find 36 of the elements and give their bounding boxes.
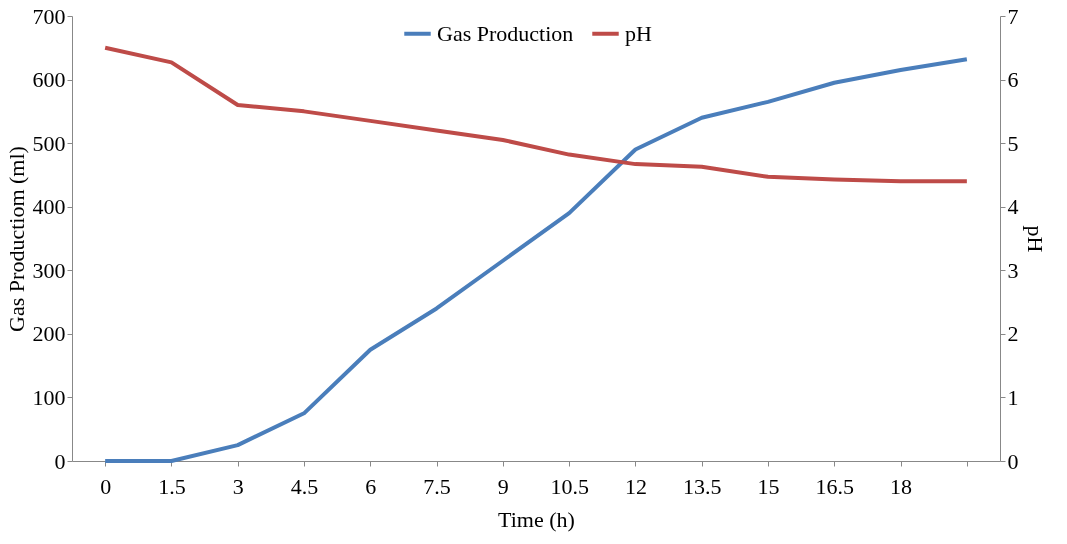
x-tick-label: 0	[100, 473, 112, 499]
x-tick-label: 16.5	[815, 473, 855, 499]
y2-tick-label: 1	[1007, 384, 1019, 410]
x-tick-label: 3	[232, 473, 244, 499]
x-tick-label: 10.5	[550, 473, 589, 499]
y-tick-label: 200	[32, 321, 66, 347]
y2-tick-label: 4	[1007, 194, 1019, 220]
x-tick-label: 13.5	[682, 473, 722, 499]
x-tick-label: 6	[365, 473, 377, 499]
x-tick-label: 18	[890, 473, 913, 499]
y2-tick-label: 5	[1007, 130, 1019, 156]
legend-label: pH	[625, 20, 652, 46]
line-series	[103, 57, 969, 463]
y-tick-label: 0	[54, 448, 66, 474]
y2-tick-label: 6	[1007, 67, 1019, 93]
y2-tick-label: 3	[1007, 257, 1019, 283]
y-tick-label: 500	[32, 130, 66, 156]
y-tick-label: 700	[32, 3, 66, 29]
y-tick-label: 100	[32, 384, 66, 410]
y-tick-label: 600	[32, 67, 66, 93]
x-tick-label: 1.5	[158, 473, 186, 499]
line-series	[103, 45, 969, 184]
x-tick-label: 15	[757, 473, 780, 499]
x-tick-label: 12	[624, 473, 647, 499]
y2-axis-title: pH	[1022, 225, 1048, 253]
y2-tick-label: 0	[1007, 448, 1019, 474]
x-tick-label: 9	[497, 473, 509, 499]
y-axis-title: Gas Productiom (ml)	[3, 146, 29, 332]
x-tick-label: 4.5	[290, 473, 319, 499]
y-tick-label: 400	[32, 194, 66, 220]
y2-tick-label: 2	[1007, 321, 1019, 347]
x-tick-label: 7.5	[423, 473, 451, 499]
y2-tick-label: 7	[1007, 3, 1019, 29]
x-axis-title: Time (h)	[498, 506, 575, 532]
legend-label: Gas Production	[437, 20, 574, 46]
y-tick-label: 300	[32, 257, 66, 283]
